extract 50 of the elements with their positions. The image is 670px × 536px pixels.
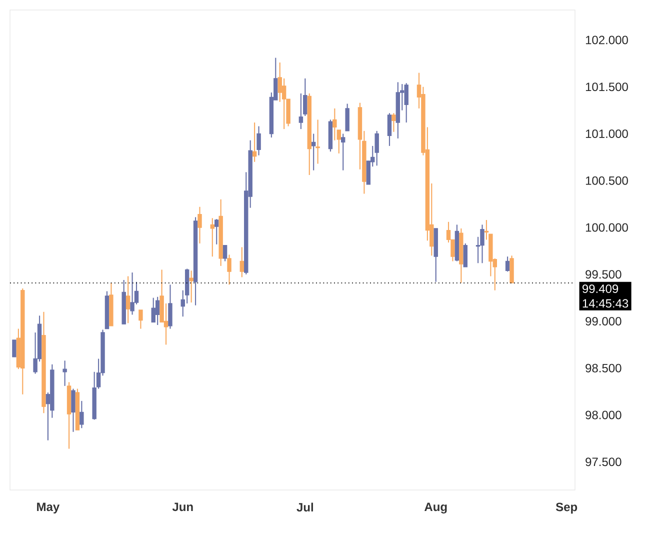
candlestick (214, 218, 219, 245)
x-tick-label: Jun (172, 502, 193, 512)
candlestick (316, 119, 320, 164)
y-tick-label: 100.000 (586, 223, 628, 232)
candlestick (505, 256, 510, 272)
candlestick (227, 254, 232, 286)
candlestick (256, 126, 261, 156)
y-tick-label: 102.000 (586, 36, 628, 44)
candlestick (130, 272, 134, 316)
candlestick (387, 112, 392, 146)
y-tick-label: 99.500 (586, 270, 622, 279)
candlestick (71, 388, 76, 432)
x-tick-label: May (37, 502, 60, 514)
candlestick (404, 82, 408, 124)
candlestick (12, 340, 16, 358)
candlestick (80, 400, 84, 429)
candlestick (340, 133, 346, 171)
candlestick (298, 92, 304, 130)
y-tick-label: 99.000 (586, 316, 622, 326)
candlestick (168, 284, 172, 330)
candlestick (210, 218, 214, 258)
y-tick-label: 98.000 (586, 410, 622, 420)
candlestick (336, 129, 341, 154)
candlestick (198, 206, 202, 244)
candlestick (480, 224, 484, 264)
candlestick (62, 360, 67, 386)
y-tick-label: 100.500 (586, 176, 628, 185)
candlestick (126, 276, 130, 324)
candlestick (252, 122, 257, 162)
candlestick (311, 133, 316, 171)
candlestick (151, 297, 156, 323)
candlestick (222, 244, 228, 262)
y-tick-label: 97.500 (586, 458, 622, 466)
candlestick (392, 112, 396, 132)
candlestick (155, 296, 160, 326)
ref-line-label: 99.409 (582, 284, 618, 294)
x-tick-label: Jul (296, 502, 313, 512)
candlestick (138, 309, 143, 330)
y-tick-label: 98.500 (586, 364, 622, 372)
candlestick (463, 242, 468, 268)
candlestick (374, 130, 379, 166)
y-tick-label: 101.500 (586, 82, 628, 92)
candlestick (332, 108, 337, 141)
x-tick-label: Aug (424, 502, 447, 514)
x-tick-label: Sep (556, 502, 578, 514)
y-tick-label: 101.000 (586, 129, 628, 138)
candlestick (189, 270, 194, 304)
candlestick (240, 246, 244, 278)
text: 14:45:43 (582, 299, 628, 308)
candlestick (345, 103, 350, 132)
